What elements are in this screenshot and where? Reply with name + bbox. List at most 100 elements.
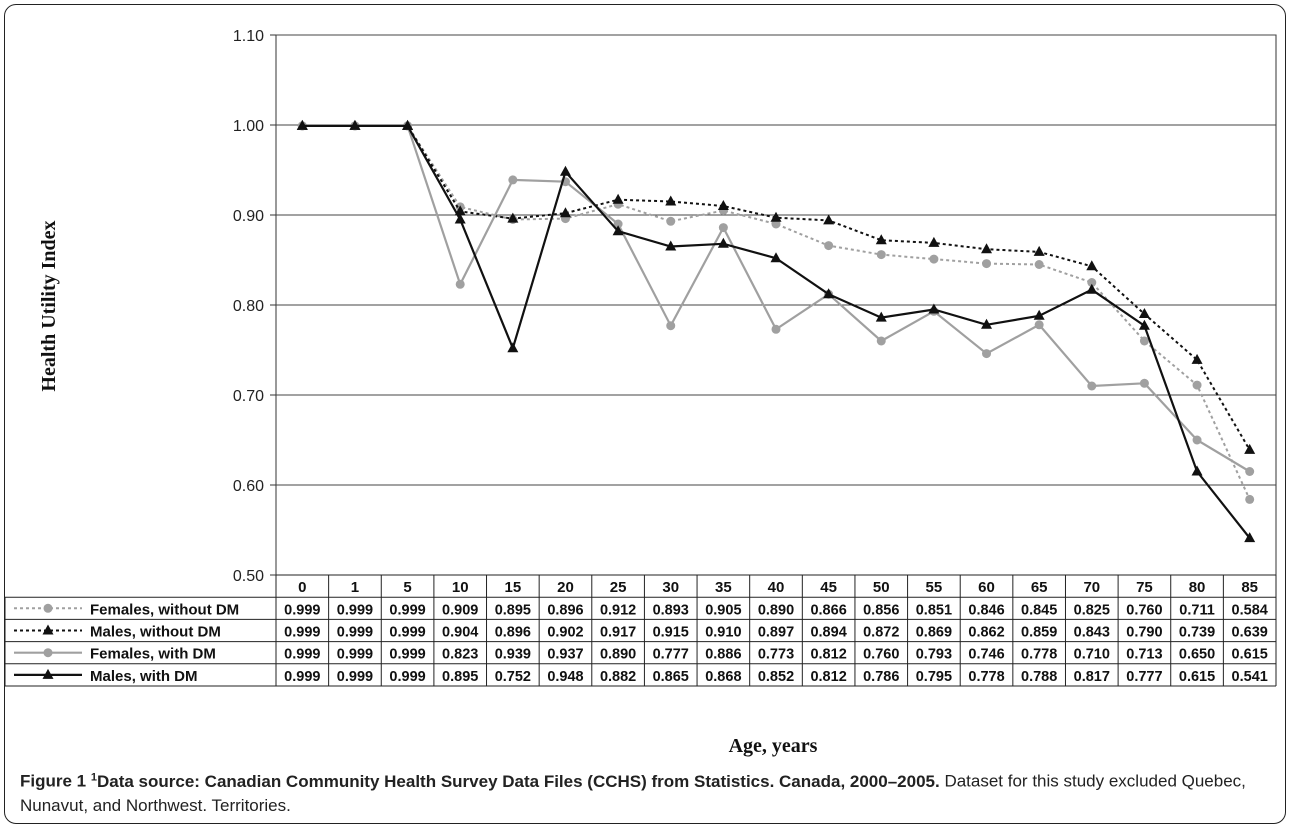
y-axis: 0.50 0.60 0.70 0.80 0.90 1.00 1.10 xyxy=(233,28,276,585)
data-point xyxy=(823,214,835,225)
data-point xyxy=(1139,336,1149,346)
table-value: 0.893 xyxy=(653,602,689,618)
table-value: 0.710 xyxy=(1074,647,1110,663)
data-point xyxy=(717,237,729,248)
x-tick-label: 80 xyxy=(1189,579,1206,596)
data-point xyxy=(982,349,992,359)
table-value: 0.752 xyxy=(495,669,531,685)
data-point xyxy=(717,200,729,210)
table-value: 0.862 xyxy=(968,625,1004,641)
series-line xyxy=(302,124,1251,473)
x-tick-label: 30 xyxy=(662,579,679,596)
table-value: 0.917 xyxy=(600,625,636,641)
x-tick-label: 45 xyxy=(820,579,837,596)
table-value: 0.999 xyxy=(284,647,320,663)
table-value: 0.872 xyxy=(863,625,899,641)
table-value: 0.895 xyxy=(442,669,478,685)
data-point xyxy=(1191,353,1203,364)
y-tick-label: 0.50 xyxy=(233,568,264,585)
table-value: 0.915 xyxy=(653,625,689,641)
table-value: 0.713 xyxy=(1126,647,1162,663)
y-tick-label: 0.60 xyxy=(233,478,264,495)
table-value: 0.584 xyxy=(1232,602,1268,618)
data-point xyxy=(1086,283,1098,294)
data-point xyxy=(612,225,624,236)
table-value: 0.999 xyxy=(389,669,425,685)
data-point xyxy=(1033,245,1045,256)
table-value: 0.910 xyxy=(705,625,741,641)
data-point xyxy=(1087,381,1097,391)
data-point xyxy=(1192,380,1202,390)
table-value: 0.639 xyxy=(1232,625,1268,641)
table-value: 0.795 xyxy=(916,669,952,685)
table-value: 0.866 xyxy=(810,602,846,618)
table-value: 0.777 xyxy=(653,647,689,663)
y-tick-label: 1.10 xyxy=(233,28,264,45)
data-point xyxy=(928,303,940,314)
table-value: 0.746 xyxy=(968,647,1004,663)
table-value: 0.999 xyxy=(389,647,425,663)
data-point xyxy=(1244,443,1256,454)
legend-label: Females, without DM xyxy=(90,601,239,618)
figure-frame xyxy=(4,4,1286,824)
data-point xyxy=(507,212,519,223)
table-value: 0.999 xyxy=(337,602,373,618)
data-point xyxy=(771,324,781,334)
legend-label: Females, with DM xyxy=(90,646,216,663)
table-value: 0.905 xyxy=(705,602,741,618)
x-tick-label: 10 xyxy=(452,579,469,596)
table-value: 0.894 xyxy=(810,625,846,641)
series-line xyxy=(302,124,1251,451)
table-value: 0.760 xyxy=(1126,602,1162,618)
data-point xyxy=(875,234,887,245)
table-value: 0.909 xyxy=(442,602,478,618)
table-value: 0.786 xyxy=(863,669,899,685)
legend-marker xyxy=(42,668,54,679)
table-value: 0.790 xyxy=(1126,625,1162,641)
data-point xyxy=(875,311,887,322)
table-value: 0.999 xyxy=(337,647,373,663)
table-value: 0.851 xyxy=(916,602,952,618)
table-value: 0.812 xyxy=(810,647,846,663)
data-point xyxy=(1087,278,1097,287)
table-value: 0.904 xyxy=(442,625,478,641)
x-tick-label: 55 xyxy=(926,579,943,596)
table-value: 0.825 xyxy=(1074,602,1110,618)
table-value: 0.846 xyxy=(968,602,1004,618)
legend-marker xyxy=(42,624,54,635)
table-value: 0.999 xyxy=(284,625,320,641)
x-tick-label: 25 xyxy=(610,579,627,596)
table-value: 0.999 xyxy=(284,602,320,618)
table-value: 0.896 xyxy=(495,625,531,641)
table-value: 0.902 xyxy=(547,625,583,641)
data-point xyxy=(1034,260,1044,269)
series-lines xyxy=(296,119,1256,543)
table-value: 0.812 xyxy=(810,669,846,685)
legend-label: Males, without DM xyxy=(90,624,221,641)
legend-marker xyxy=(43,603,53,613)
table-value: 0.999 xyxy=(337,625,373,641)
x-axis-label: Age, years xyxy=(729,735,818,757)
table-value: 0.939 xyxy=(495,647,531,663)
table-value: 0.937 xyxy=(547,647,583,663)
table-value: 0.615 xyxy=(1179,669,1215,685)
table-value: 0.793 xyxy=(916,647,952,663)
data-point xyxy=(1244,532,1256,543)
table-value: 0.865 xyxy=(653,669,689,685)
x-tick-label: 15 xyxy=(504,579,521,596)
table-value: 0.882 xyxy=(600,669,636,685)
data-point xyxy=(1138,319,1150,330)
table-value: 0.843 xyxy=(1074,625,1110,641)
x-tick-label: 65 xyxy=(1031,579,1048,596)
table-value: 0.896 xyxy=(547,602,583,618)
table-value: 0.890 xyxy=(758,602,794,618)
table-value: 0.856 xyxy=(863,602,899,618)
data-point xyxy=(771,219,781,229)
x-tick-label: 40 xyxy=(768,579,785,596)
table-value: 0.650 xyxy=(1179,647,1215,663)
x-tick-label: 20 xyxy=(557,579,574,596)
data-point xyxy=(1191,465,1203,476)
data-point xyxy=(613,219,623,229)
data-point xyxy=(666,216,676,226)
y-axis-label: Health Utility Index xyxy=(38,220,60,391)
